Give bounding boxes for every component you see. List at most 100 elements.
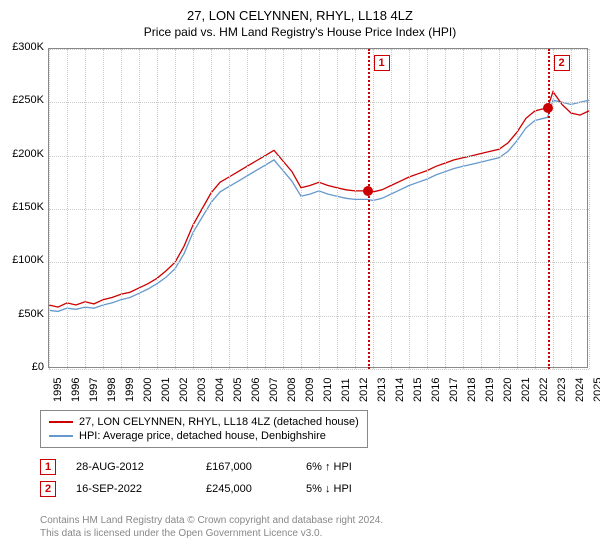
chart-container: 27, LON CELYNNEN, RHYL, LL18 4LZ Price p… bbox=[0, 0, 600, 560]
gridline-vertical bbox=[589, 49, 590, 369]
x-axis-label: 2002 bbox=[178, 378, 190, 402]
legend-swatch bbox=[49, 421, 73, 423]
gridline-vertical bbox=[445, 49, 446, 369]
gridline-vertical bbox=[499, 49, 500, 369]
gridline-vertical bbox=[535, 49, 536, 369]
x-axis-label: 2009 bbox=[304, 378, 316, 402]
x-axis-label: 2007 bbox=[268, 378, 280, 402]
transaction-row: 2 16-SEP-2022 £245,000 5% ↓ HPI bbox=[40, 478, 386, 500]
marker-box: 1 bbox=[374, 55, 390, 71]
x-axis-label: 2019 bbox=[484, 378, 496, 402]
x-axis-label: 2024 bbox=[574, 378, 586, 402]
marker-line bbox=[368, 49, 370, 369]
gridline-vertical bbox=[571, 49, 572, 369]
transaction-pct: 6% ↑ HPI bbox=[306, 461, 386, 473]
x-axis-label: 2023 bbox=[556, 378, 568, 402]
legend-swatch bbox=[49, 435, 73, 437]
y-axis-label: £200K bbox=[4, 148, 44, 160]
gridline-vertical bbox=[247, 49, 248, 369]
x-axis-label: 2004 bbox=[214, 378, 226, 402]
marker-line bbox=[548, 49, 550, 369]
legend-label: HPI: Average price, detached house, Denb… bbox=[79, 430, 326, 442]
gridline-vertical bbox=[157, 49, 158, 369]
gridline-vertical bbox=[85, 49, 86, 369]
gridline-vertical bbox=[229, 49, 230, 369]
transaction-marker: 1 bbox=[40, 459, 56, 475]
gridline-vertical bbox=[427, 49, 428, 369]
x-axis-label: 2017 bbox=[448, 378, 460, 402]
legend-label: 27, LON CELYNNEN, RHYL, LL18 4LZ (detach… bbox=[79, 416, 359, 428]
x-axis-label: 1996 bbox=[70, 378, 82, 402]
chart-title: 27, LON CELYNNEN, RHYL, LL18 4LZ bbox=[0, 0, 600, 23]
gridline-horizontal bbox=[49, 369, 589, 370]
marker-dot bbox=[543, 103, 553, 113]
x-axis-label: 2016 bbox=[430, 378, 442, 402]
footer-line2: This data is licensed under the Open Gov… bbox=[40, 527, 383, 540]
gridline-vertical bbox=[553, 49, 554, 369]
x-axis-label: 2022 bbox=[538, 378, 550, 402]
gridline-vertical bbox=[337, 49, 338, 369]
gridline-vertical bbox=[265, 49, 266, 369]
legend-item: HPI: Average price, detached house, Denb… bbox=[49, 429, 359, 443]
gridline-vertical bbox=[481, 49, 482, 369]
gridline-vertical bbox=[409, 49, 410, 369]
transaction-date: 16-SEP-2022 bbox=[76, 483, 186, 495]
gridline-vertical bbox=[103, 49, 104, 369]
y-axis-label: £50K bbox=[4, 308, 44, 320]
gridline-vertical bbox=[193, 49, 194, 369]
x-axis-label: 2020 bbox=[502, 378, 514, 402]
legend: 27, LON CELYNNEN, RHYL, LL18 4LZ (detach… bbox=[40, 410, 368, 448]
transaction-price: £245,000 bbox=[206, 483, 286, 495]
gridline-vertical bbox=[49, 49, 50, 369]
x-axis-label: 1997 bbox=[88, 378, 100, 402]
x-axis-label: 1995 bbox=[52, 378, 64, 402]
gridline-vertical bbox=[463, 49, 464, 369]
y-axis-label: £100K bbox=[4, 254, 44, 266]
transaction-price: £167,000 bbox=[206, 461, 286, 473]
gridline-vertical bbox=[211, 49, 212, 369]
transaction-marker: 2 bbox=[40, 481, 56, 497]
marker-dot bbox=[363, 186, 373, 196]
x-axis-label: 2008 bbox=[286, 378, 298, 402]
x-axis-label: 2021 bbox=[520, 378, 532, 402]
x-axis-label: 2000 bbox=[142, 378, 154, 402]
plot-area: 12 bbox=[48, 48, 588, 368]
x-axis-label: 2013 bbox=[376, 378, 388, 402]
footer: Contains HM Land Registry data © Crown c… bbox=[40, 514, 383, 540]
y-axis-label: £250K bbox=[4, 94, 44, 106]
x-axis-label: 2015 bbox=[412, 378, 424, 402]
x-axis-label: 2014 bbox=[394, 378, 406, 402]
gridline-vertical bbox=[517, 49, 518, 369]
gridline-vertical bbox=[301, 49, 302, 369]
x-axis-label: 2025 bbox=[592, 378, 600, 402]
transaction-row: 1 28-AUG-2012 £167,000 6% ↑ HPI bbox=[40, 456, 386, 478]
transaction-date: 28-AUG-2012 bbox=[76, 461, 186, 473]
x-axis-label: 2018 bbox=[466, 378, 478, 402]
gridline-vertical bbox=[373, 49, 374, 369]
chart-subtitle: Price paid vs. HM Land Registry's House … bbox=[0, 23, 600, 45]
gridline-vertical bbox=[175, 49, 176, 369]
gridline-vertical bbox=[319, 49, 320, 369]
x-axis-label: 2006 bbox=[250, 378, 262, 402]
x-axis-label: 2003 bbox=[196, 378, 208, 402]
x-axis-label: 2012 bbox=[358, 378, 370, 402]
y-axis-label: £150K bbox=[4, 201, 44, 213]
x-axis-label: 2001 bbox=[160, 378, 172, 402]
gridline-vertical bbox=[391, 49, 392, 369]
x-axis-label: 2005 bbox=[232, 378, 244, 402]
gridline-vertical bbox=[355, 49, 356, 369]
marker-box: 2 bbox=[554, 55, 570, 71]
gridline-vertical bbox=[121, 49, 122, 369]
y-axis-label: £0 bbox=[4, 361, 44, 373]
legend-item: 27, LON CELYNNEN, RHYL, LL18 4LZ (detach… bbox=[49, 415, 359, 429]
gridline-vertical bbox=[67, 49, 68, 369]
y-axis-label: £300K bbox=[4, 41, 44, 53]
transaction-table: 1 28-AUG-2012 £167,000 6% ↑ HPI 2 16-SEP-2022… bbox=[40, 456, 386, 500]
gridline-vertical bbox=[283, 49, 284, 369]
x-axis-label: 2010 bbox=[322, 378, 334, 402]
x-axis-label: 1999 bbox=[124, 378, 136, 402]
footer-line1: Contains HM Land Registry data © Crown c… bbox=[40, 514, 383, 527]
gridline-vertical bbox=[139, 49, 140, 369]
transaction-pct: 5% ↓ HPI bbox=[306, 483, 386, 495]
x-axis-label: 2011 bbox=[340, 378, 352, 402]
